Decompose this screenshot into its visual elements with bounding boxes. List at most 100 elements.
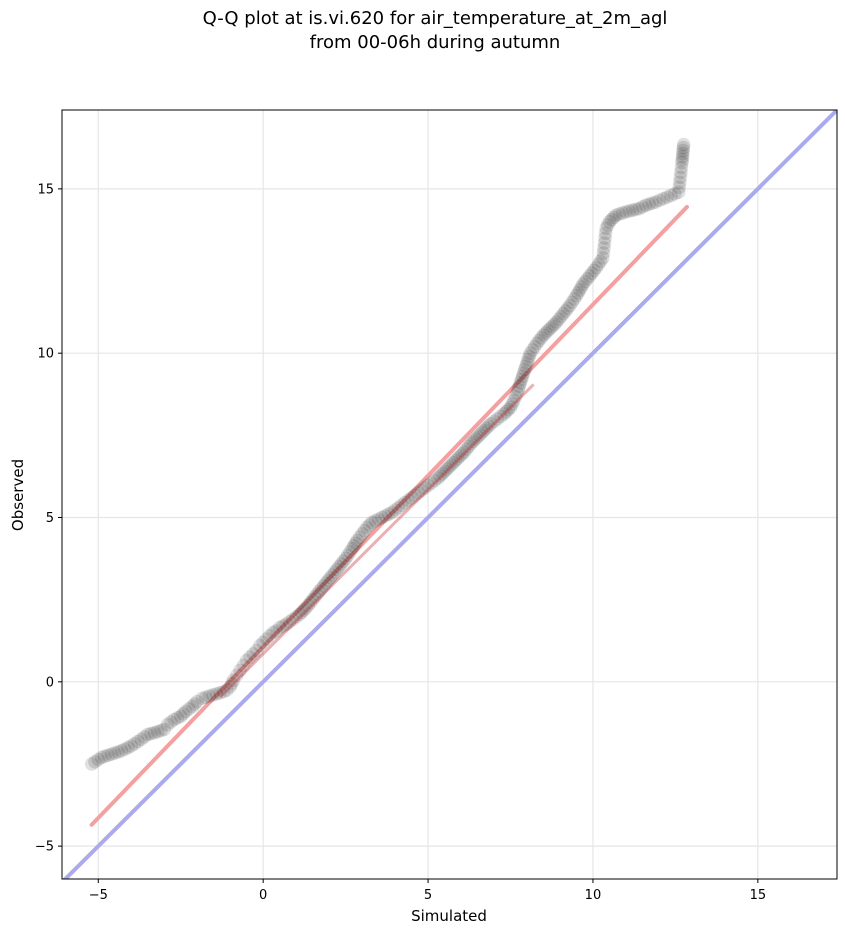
scatter-point bbox=[421, 478, 435, 493]
scatter-point bbox=[371, 512, 386, 526]
scatter-point bbox=[490, 412, 505, 426]
scatter-point bbox=[556, 306, 571, 321]
scatter-point bbox=[144, 726, 158, 741]
reference-lines bbox=[62, 110, 837, 879]
scatter-point bbox=[330, 562, 344, 577]
scatter-point bbox=[547, 317, 562, 331]
scatter-point bbox=[297, 603, 311, 617]
scatter-point bbox=[541, 323, 555, 338]
scatter-point bbox=[431, 471, 445, 485]
scatter-point bbox=[253, 638, 267, 653]
scatter-point bbox=[596, 246, 611, 260]
scatter-point bbox=[664, 188, 678, 203]
scatter-point bbox=[94, 750, 109, 765]
scatter-point bbox=[276, 619, 290, 633]
scatter-point bbox=[554, 309, 568, 324]
x-tick-label-2: 5 bbox=[424, 888, 432, 903]
scatter-point bbox=[508, 389, 523, 404]
scatter-point bbox=[487, 414, 501, 429]
identity-line bbox=[62, 110, 837, 879]
scatter-point bbox=[249, 643, 264, 658]
scatter-point bbox=[597, 236, 612, 250]
scatter-point bbox=[536, 328, 551, 342]
scatter-point bbox=[439, 462, 454, 477]
scatter-point bbox=[673, 170, 688, 185]
scatter-point bbox=[514, 372, 529, 387]
scatter-point bbox=[167, 712, 181, 727]
scatter-point bbox=[525, 343, 540, 357]
scatter-point bbox=[414, 483, 429, 498]
scatter-point bbox=[411, 486, 425, 500]
fit-line bbox=[89, 204, 689, 827]
scatter-point bbox=[424, 476, 439, 490]
scatter-point bbox=[503, 400, 518, 415]
scatter-point bbox=[510, 385, 524, 400]
scatter-point bbox=[625, 203, 640, 218]
scatter-point bbox=[673, 175, 687, 190]
scatter-point bbox=[259, 632, 274, 646]
scatter-point bbox=[459, 442, 474, 456]
scatter-point bbox=[552, 312, 566, 327]
scatter-point bbox=[596, 251, 610, 265]
scatter-point bbox=[676, 140, 691, 155]
scatter-point bbox=[615, 206, 630, 220]
scatter-point bbox=[347, 539, 361, 553]
scatter-point bbox=[518, 362, 532, 377]
scatter-point bbox=[243, 650, 257, 664]
scatter-point bbox=[521, 352, 535, 367]
scatter-point bbox=[483, 417, 498, 431]
scatter-point bbox=[202, 689, 217, 703]
y-tick-label-0: −5 bbox=[35, 840, 54, 855]
scatter-point bbox=[289, 610, 303, 624]
scatter-point bbox=[292, 607, 307, 622]
scatter-point bbox=[84, 757, 99, 771]
scatter-point bbox=[114, 744, 129, 758]
scatter-point bbox=[534, 331, 549, 345]
scatter-point bbox=[638, 198, 653, 213]
scatter-point bbox=[578, 274, 593, 289]
chart-title-line1: Q-Q plot at is.vi.620 for air_temperatur… bbox=[203, 8, 668, 29]
scatter-point bbox=[355, 527, 369, 541]
scatter-point bbox=[111, 745, 125, 759]
scatter-point bbox=[619, 205, 633, 219]
y-tick-label-4: 15 bbox=[37, 182, 54, 197]
scatter-point bbox=[607, 210, 621, 225]
scatter-point bbox=[523, 346, 538, 360]
scatter-point bbox=[269, 624, 284, 638]
scatter-point bbox=[530, 336, 544, 351]
scatter-point bbox=[632, 201, 646, 216]
scatter-point bbox=[154, 723, 168, 738]
scatter-point bbox=[150, 724, 165, 739]
scatter-point bbox=[543, 321, 557, 336]
scatter-point bbox=[327, 565, 342, 580]
y-axis-label: Observed bbox=[9, 459, 27, 531]
scatter-point bbox=[134, 732, 148, 747]
scatter-point bbox=[401, 493, 416, 508]
scatter-point bbox=[516, 366, 531, 380]
scatter-point bbox=[91, 752, 106, 767]
y-axis-ticks: −5 0 5 10 15 bbox=[35, 182, 62, 855]
scatter-point bbox=[645, 196, 660, 210]
x-tick-label-0: −5 bbox=[89, 888, 108, 903]
scatter-point bbox=[589, 260, 604, 275]
scatter-point bbox=[563, 298, 577, 313]
scatter-point bbox=[585, 266, 599, 281]
scatter-point bbox=[220, 683, 234, 697]
scatter-point bbox=[450, 451, 465, 466]
scatter-point bbox=[446, 455, 461, 470]
scatter-point bbox=[190, 694, 205, 709]
scatter-point bbox=[676, 137, 691, 152]
scatter-point bbox=[124, 739, 139, 753]
scatter-point bbox=[674, 165, 688, 180]
scatter-point bbox=[104, 747, 119, 761]
scatter-point bbox=[433, 469, 447, 483]
scatter-point bbox=[519, 359, 533, 374]
scatter-point bbox=[310, 587, 324, 601]
scatter-point bbox=[629, 202, 643, 217]
scatter-point bbox=[301, 598, 316, 612]
scatter-point bbox=[350, 533, 364, 548]
scatter-point bbox=[308, 590, 322, 604]
scatter-point bbox=[545, 319, 560, 334]
scatter-point bbox=[236, 658, 251, 673]
scatter-point bbox=[567, 292, 582, 306]
